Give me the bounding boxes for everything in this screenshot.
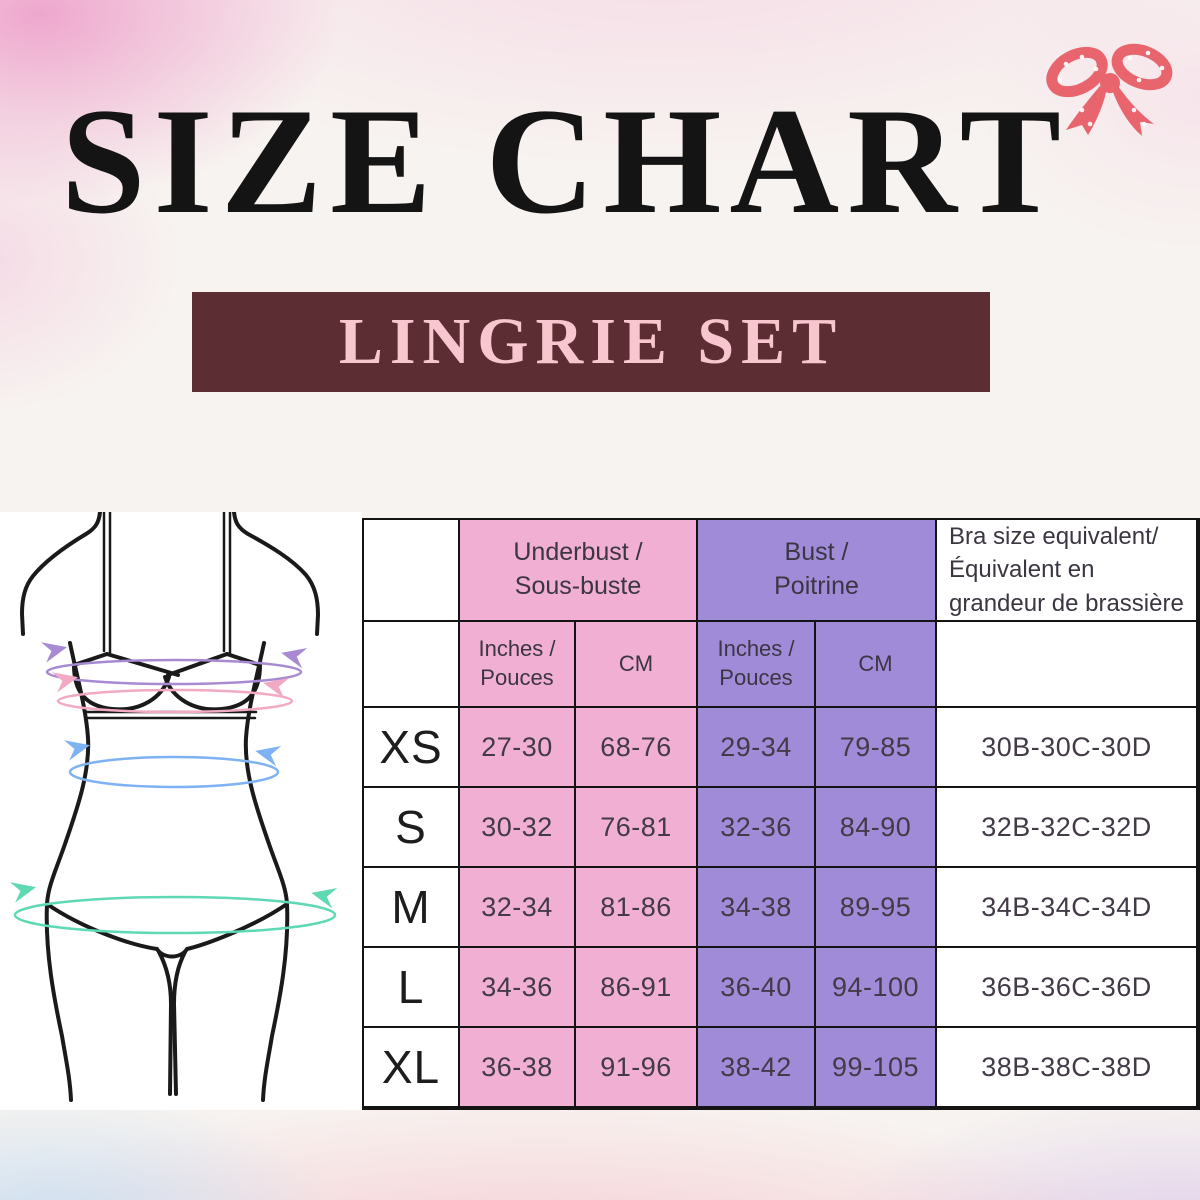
underbust-inches-value: 27-30	[460, 708, 576, 788]
body-measurement-figure	[10, 510, 338, 1102]
ribbon-bow-icon	[1046, 43, 1173, 136]
bra-size-value: 34B-34C-34D	[937, 868, 1198, 948]
bust-inches-value: 38-42	[698, 1028, 816, 1108]
size-label: XL	[364, 1028, 460, 1108]
bust-cm-value: 79-85	[816, 708, 937, 788]
size-label: XS	[364, 708, 460, 788]
bust-arrow	[41, 642, 308, 686]
bra-straps	[84, 510, 258, 720]
bust-inches-value: 29-34	[698, 708, 816, 788]
bust-inches-value: 32-36	[698, 788, 816, 868]
hip-arrow	[10, 882, 338, 935]
underbust-cm-value: 76-81	[576, 788, 698, 868]
underbust-group-header: Underbust / Sous-buste	[460, 520, 698, 622]
subtitle-banner: LINGRIE SET	[192, 292, 990, 392]
bra-size-value: 38B-38C-38D	[937, 1028, 1198, 1108]
bust-cm-value: 84-90	[816, 788, 937, 868]
underbust-inches-header: Inches / Pouces	[460, 622, 576, 708]
page-title: SIZE CHART	[60, 77, 1070, 245]
bust-inches-header: Inches / Pouces	[698, 622, 816, 708]
bust-inches-value: 34-38	[698, 868, 816, 948]
underbust-inches-value: 36-38	[460, 1028, 576, 1108]
underbust-arrow	[52, 672, 294, 714]
empty-cell	[937, 622, 1198, 708]
figure-panel	[0, 510, 362, 1110]
underbust-cm-header: CM	[576, 622, 698, 708]
bust-group-header: Bust / Poitrine	[698, 520, 937, 622]
bust-cm-header: CM	[816, 622, 937, 708]
underbust-cm-value: 91-96	[576, 1028, 698, 1108]
underbust-inches-value: 30-32	[460, 788, 576, 868]
underbust-cm-value: 86-91	[576, 948, 698, 1028]
size-label: S	[364, 788, 460, 868]
underbust-cm-value: 68-76	[576, 708, 698, 788]
corner-cell	[364, 520, 460, 622]
underbust-inches-value: 34-36	[460, 948, 576, 1028]
size-label: L	[364, 948, 460, 1028]
size-label: M	[364, 868, 460, 948]
body-outline	[19, 510, 321, 1102]
bra-size-header: Bra size equivalent/ Équivalent en grand…	[937, 520, 1198, 622]
underbust-cm-value: 81-86	[576, 868, 698, 948]
subtitle-text: LINGRIE SET	[338, 305, 844, 378]
bust-cm-value: 94-100	[816, 948, 937, 1028]
bra-size-value: 36B-36C-36D	[937, 948, 1198, 1028]
size-chart-table: Underbust / Sous-buste Bust / Poitrine B…	[362, 518, 1200, 1110]
bust-cm-value: 89-95	[816, 868, 937, 948]
empty-cell	[364, 622, 460, 708]
bust-inches-value: 36-40	[698, 948, 816, 1028]
bust-cm-value: 99-105	[816, 1028, 937, 1108]
bra-size-value: 32B-32C-32D	[937, 788, 1198, 868]
waist-arrow	[64, 740, 282, 789]
underbust-inches-value: 32-34	[460, 868, 576, 948]
bra-size-value: 30B-30C-30D	[937, 708, 1198, 788]
